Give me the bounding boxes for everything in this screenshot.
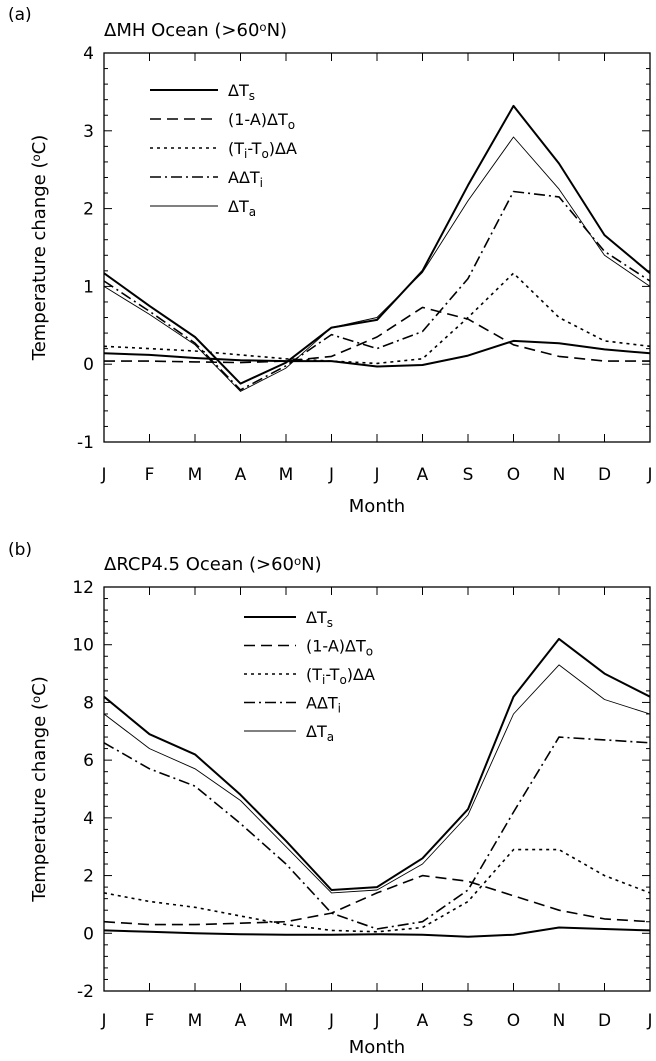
- x-tick-label: J: [328, 465, 334, 485]
- x-axis-label: Month: [349, 1037, 405, 1058]
- legend-label: AΔTi: [228, 168, 263, 190]
- x-tick-label: M: [279, 1011, 294, 1031]
- x-tick-label: J: [328, 1011, 334, 1031]
- legend-label: (1-A)ΔTo: [306, 637, 373, 659]
- y-tick-label: 0: [83, 924, 94, 944]
- legend-label: AΔTi: [306, 694, 341, 716]
- plot-frame: [103, 586, 651, 992]
- series-line-3: [103, 190, 651, 391]
- series-line-1: [103, 874, 651, 926]
- x-tick-label: J: [646, 1011, 652, 1031]
- x-tick-label: F: [145, 465, 155, 485]
- series-line-5: [103, 926, 651, 938]
- y-tick-label: 2: [83, 867, 94, 887]
- series-line-2: [103, 848, 651, 933]
- y-tick-label: 6: [83, 751, 94, 771]
- y-tick-label: 1: [83, 277, 94, 297]
- x-tick-label: J: [373, 1011, 379, 1031]
- y-tick-label: 3: [83, 122, 94, 142]
- x-tick-label: D: [598, 1011, 611, 1031]
- x-tick-label: M: [279, 465, 294, 485]
- legend-label: ΔTa: [228, 197, 256, 219]
- y-tick-label: 2: [83, 200, 94, 220]
- x-tick-label: A: [417, 465, 429, 485]
- series-line-5: [103, 339, 651, 368]
- legend-label: ΔTs: [306, 608, 333, 630]
- y-tick-label: 12: [72, 578, 94, 598]
- y-tick-label: 0: [83, 355, 94, 375]
- x-tick-label: S: [463, 465, 474, 485]
- x-axis-label: Month: [349, 496, 405, 517]
- series-line-2: [103, 272, 651, 365]
- legend-label: (Ti-To)ΔA: [228, 139, 297, 161]
- x-tick-label: J: [100, 1011, 106, 1031]
- x-tick-label: M: [188, 465, 203, 485]
- chart-title: ΔRCP4.5 Ocean (>60oN): [104, 554, 322, 575]
- legend-label: ΔTs: [228, 81, 255, 103]
- series-line-0: [103, 104, 651, 385]
- x-tick-label: N: [553, 465, 566, 485]
- chart-panel-a: (a) ΔMH Ocean (>60oN) -1 0 1 2 3 4 J F M A M J J A S O N D J…: [8, 5, 653, 517]
- x-tick-label: A: [235, 465, 247, 485]
- x-tick-label: F: [145, 1011, 155, 1031]
- x-tick-label: S: [463, 1011, 474, 1031]
- plot-frame: [103, 52, 651, 443]
- x-tick-label: J: [373, 465, 379, 485]
- series-line-0: [103, 637, 651, 891]
- y-tick-label: -1: [77, 433, 94, 453]
- series-line-4: [103, 664, 651, 894]
- series-line-1: [104, 306, 650, 364]
- legend-label: (1-A)ΔTo: [228, 110, 295, 132]
- y-axis-label: Temperature change (oC): [29, 676, 50, 902]
- x-tick-label: A: [235, 1011, 247, 1031]
- y-tick-label: 8: [83, 693, 94, 713]
- series-line-4: [103, 136, 651, 392]
- x-tick-label: M: [188, 1011, 203, 1031]
- x-tick-label: O: [507, 1011, 520, 1031]
- y-tick-label: 4: [83, 44, 94, 64]
- x-tick-label: D: [598, 465, 611, 485]
- series-line-3: [103, 736, 651, 930]
- panel-letter: (a): [8, 5, 32, 25]
- x-tick-label: J: [646, 465, 652, 485]
- legend-label: (Ti-To)ΔA: [306, 665, 375, 687]
- x-tick-label: J: [100, 465, 106, 485]
- y-axis-label: Temperature change (oC): [29, 135, 50, 361]
- y-tick-label: 4: [83, 809, 94, 829]
- legend-label: ΔTa: [306, 722, 334, 744]
- x-tick-label: A: [417, 1011, 429, 1031]
- x-tick-label: N: [553, 1011, 566, 1031]
- chart-title: ΔMH Ocean (>60oN): [104, 20, 287, 41]
- y-tick-label: -2: [77, 982, 94, 1002]
- panel-letter: (b): [8, 540, 32, 560]
- y-tick-label: 10: [72, 636, 94, 656]
- x-tick-label: O: [507, 465, 520, 485]
